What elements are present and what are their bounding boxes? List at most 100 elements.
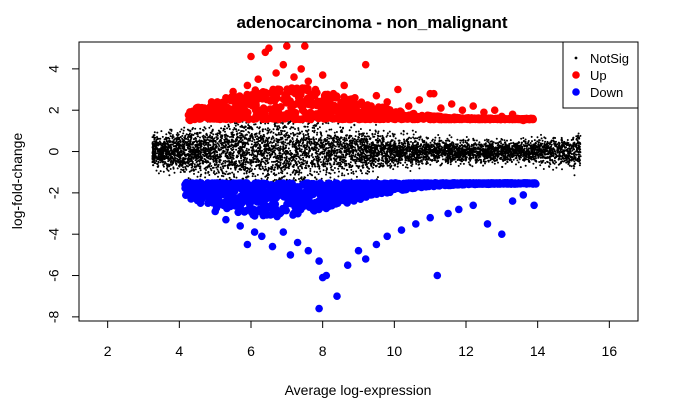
notsig-point bbox=[346, 134, 348, 136]
notsig-point bbox=[403, 131, 405, 133]
notsig-point bbox=[180, 169, 182, 171]
notsig-point bbox=[551, 159, 553, 161]
notsig-point bbox=[172, 158, 174, 160]
notsig-point bbox=[403, 139, 405, 141]
notsig-point bbox=[217, 169, 219, 171]
notsig-point bbox=[302, 140, 304, 142]
notsig-point bbox=[286, 172, 288, 174]
notsig-point bbox=[531, 140, 533, 142]
notsig-point bbox=[328, 141, 330, 143]
notsig-point bbox=[299, 157, 301, 159]
notsig-point bbox=[403, 143, 405, 145]
notsig-point bbox=[183, 130, 185, 132]
notsig-point bbox=[295, 163, 297, 165]
notsig-point bbox=[520, 154, 522, 156]
notsig-point bbox=[200, 169, 202, 171]
notsig-point bbox=[520, 138, 522, 140]
notsig-point bbox=[533, 144, 535, 146]
notsig-point bbox=[230, 168, 232, 170]
notsig-point bbox=[389, 152, 391, 154]
notsig-point bbox=[433, 141, 435, 143]
notsig-point bbox=[556, 152, 558, 154]
notsig-point bbox=[379, 139, 381, 141]
notsig-point bbox=[388, 165, 390, 167]
notsig-point bbox=[336, 139, 338, 141]
notsig-point bbox=[565, 146, 567, 148]
notsig-point bbox=[309, 150, 311, 152]
notsig-point bbox=[311, 174, 313, 176]
notsig-point bbox=[530, 152, 532, 154]
notsig-point bbox=[168, 165, 170, 167]
notsig-point bbox=[199, 158, 201, 160]
notsig-point bbox=[473, 157, 475, 159]
notsig-point bbox=[279, 146, 281, 148]
notsig-point bbox=[264, 144, 266, 146]
notsig-point bbox=[258, 161, 260, 163]
notsig-point bbox=[475, 162, 477, 164]
notsig-point bbox=[294, 146, 296, 148]
notsig-point bbox=[283, 126, 285, 128]
notsig-point bbox=[267, 141, 269, 143]
notsig-point bbox=[262, 173, 264, 175]
notsig-point bbox=[377, 137, 379, 139]
notsig-point bbox=[279, 152, 281, 154]
notsig-point bbox=[395, 137, 397, 139]
notsig-point bbox=[251, 140, 253, 142]
notsig-point bbox=[448, 139, 450, 141]
notsig-point bbox=[267, 152, 269, 154]
notsig-point bbox=[269, 154, 271, 156]
y-tick-label: 0 bbox=[46, 147, 62, 155]
notsig-point bbox=[486, 139, 488, 141]
notsig-point bbox=[323, 158, 325, 160]
notsig-point bbox=[254, 175, 256, 177]
notsig-point bbox=[483, 160, 485, 162]
notsig-point bbox=[155, 140, 157, 142]
notsig-point bbox=[180, 171, 182, 173]
notsig-point bbox=[382, 163, 384, 165]
notsig-point bbox=[172, 134, 174, 136]
notsig-point bbox=[561, 168, 563, 170]
notsig-point bbox=[312, 160, 314, 162]
notsig-point bbox=[241, 154, 243, 156]
notsig-point bbox=[525, 165, 527, 167]
notsig-point bbox=[357, 145, 359, 147]
notsig-point bbox=[484, 157, 486, 159]
y-tick-label: -2 bbox=[46, 186, 62, 199]
notsig-point bbox=[292, 172, 294, 174]
notsig-point bbox=[226, 161, 228, 163]
notsig-point bbox=[195, 168, 197, 170]
notsig-point bbox=[333, 145, 335, 147]
notsig-point bbox=[245, 129, 247, 131]
notsig-point bbox=[315, 159, 317, 161]
notsig-point bbox=[237, 142, 239, 144]
notsig-point bbox=[317, 163, 319, 165]
notsig-point bbox=[471, 165, 473, 167]
notsig-point bbox=[576, 139, 578, 141]
notsig-point bbox=[538, 161, 540, 163]
notsig-point bbox=[196, 161, 198, 163]
notsig-point bbox=[563, 141, 565, 143]
notsig-point bbox=[519, 158, 521, 160]
notsig-point bbox=[505, 143, 507, 145]
notsig-point bbox=[391, 152, 393, 154]
notsig-point bbox=[303, 152, 305, 154]
notsig-point bbox=[220, 169, 222, 171]
notsig-point bbox=[572, 148, 574, 150]
notsig-point bbox=[485, 161, 487, 163]
notsig-point bbox=[248, 138, 250, 140]
notsig-point bbox=[344, 163, 346, 165]
notsig-point bbox=[255, 165, 257, 167]
y-tick-label: -8 bbox=[46, 310, 62, 323]
notsig-point bbox=[397, 166, 399, 168]
notsig-point bbox=[181, 154, 183, 156]
notsig-point bbox=[334, 132, 336, 134]
notsig-point bbox=[264, 176, 266, 178]
notsig-point bbox=[222, 171, 224, 173]
notsig-cloud bbox=[152, 119, 582, 183]
notsig-point bbox=[469, 164, 471, 166]
notsig-point bbox=[224, 125, 226, 127]
notsig-point bbox=[551, 140, 553, 142]
notsig-point bbox=[336, 155, 338, 157]
notsig-point bbox=[442, 158, 444, 160]
notsig-point bbox=[325, 170, 327, 172]
